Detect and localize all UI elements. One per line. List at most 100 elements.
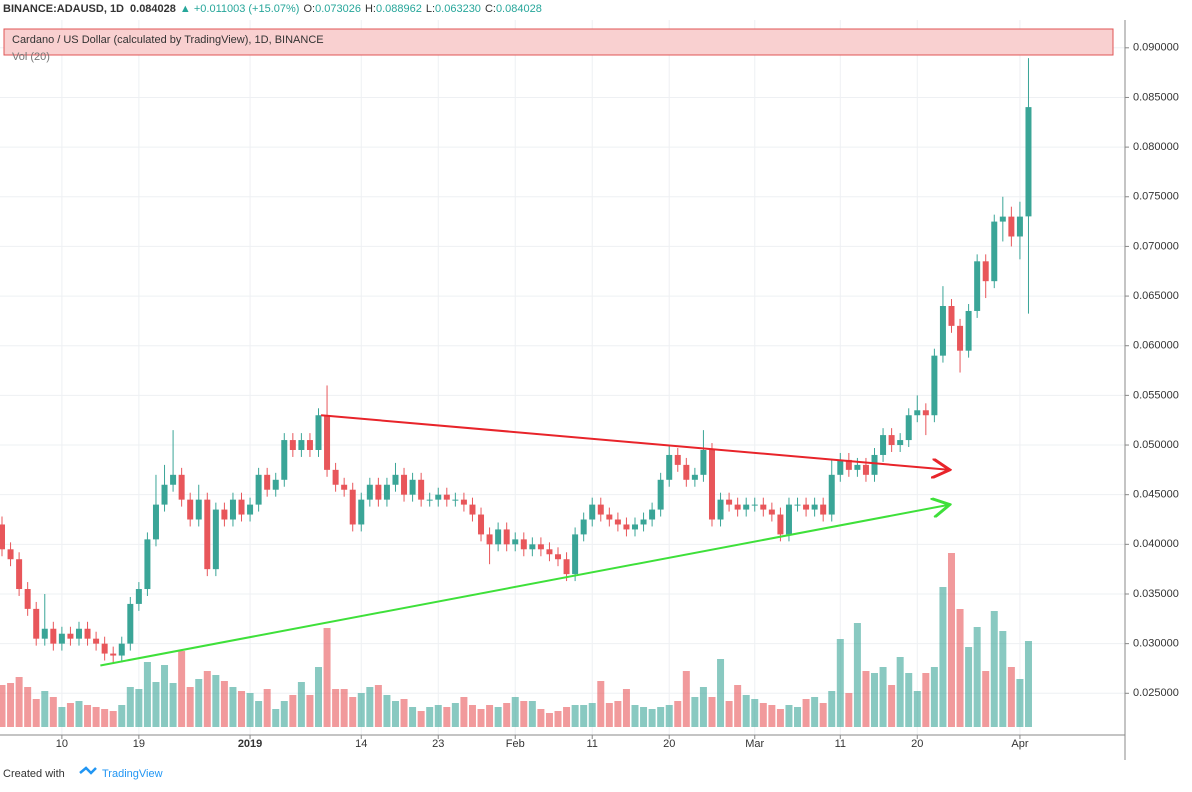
candle-body bbox=[178, 474, 185, 500]
y-tick-label: 0.070000 bbox=[1133, 240, 1179, 252]
candle-body bbox=[7, 549, 14, 560]
volume-bar bbox=[1007, 667, 1015, 727]
volume-bar bbox=[186, 687, 194, 727]
volume-bar bbox=[75, 701, 83, 727]
volume-bar bbox=[571, 705, 579, 727]
volume-bar bbox=[973, 627, 981, 727]
y-tick-label: 0.085000 bbox=[1133, 91, 1179, 103]
volume-bar bbox=[691, 697, 699, 727]
candle-body bbox=[512, 539, 519, 545]
volume-bar bbox=[631, 705, 639, 727]
candle-body bbox=[785, 504, 792, 535]
y-tick-label: 0.090000 bbox=[1133, 42, 1179, 54]
trend-line bbox=[100, 505, 949, 667]
volume-bar bbox=[297, 682, 305, 727]
volume-bar bbox=[289, 695, 297, 727]
candle-body bbox=[58, 633, 65, 644]
volume-bar bbox=[203, 671, 211, 727]
volume-bar bbox=[665, 705, 673, 727]
candle-body bbox=[845, 459, 852, 470]
candle-body bbox=[281, 440, 288, 480]
candle-body bbox=[572, 534, 579, 575]
volume-bar bbox=[169, 683, 177, 727]
footer-text: Created with bbox=[3, 768, 65, 780]
volume-bar bbox=[383, 695, 391, 727]
candle-body bbox=[469, 504, 476, 515]
volume-bar bbox=[494, 707, 502, 727]
x-tick-label: 14 bbox=[355, 738, 367, 750]
low-label: L: bbox=[426, 3, 435, 15]
volume-bar bbox=[143, 662, 151, 727]
volume-bar bbox=[725, 701, 733, 727]
volume-bar bbox=[246, 693, 254, 727]
candle-body bbox=[734, 504, 741, 510]
volume-bar bbox=[871, 673, 879, 727]
candle-body bbox=[580, 519, 587, 535]
footer-brand: TradingView bbox=[102, 768, 163, 780]
candle-body bbox=[221, 509, 228, 520]
change: ▲ +0.011003 (+15.07%) bbox=[180, 3, 300, 15]
candle-body bbox=[871, 454, 878, 475]
candle-body bbox=[760, 504, 767, 510]
volume-bar bbox=[657, 707, 665, 727]
candles bbox=[0, 58, 1032, 663]
y-tick-label: 0.060000 bbox=[1133, 340, 1179, 352]
volume-bar bbox=[982, 671, 990, 727]
volume-bar bbox=[118, 705, 126, 727]
candle-body bbox=[358, 499, 365, 525]
candle-body bbox=[229, 499, 236, 520]
high-value: 0.088962 bbox=[376, 3, 422, 15]
candle-body bbox=[606, 514, 613, 520]
candle-body bbox=[298, 440, 305, 450]
candle-body bbox=[161, 484, 168, 505]
candle-body bbox=[555, 554, 562, 560]
volume-bar bbox=[776, 709, 784, 727]
volume-bar bbox=[674, 701, 682, 727]
candle-body bbox=[751, 504, 758, 506]
candle-body bbox=[255, 474, 262, 505]
volume-bar bbox=[101, 709, 109, 727]
y-tick-label: 0.040000 bbox=[1133, 538, 1179, 550]
volume-bar bbox=[280, 701, 288, 727]
candle-body bbox=[957, 325, 964, 351]
candle-body bbox=[666, 454, 673, 480]
volume-bar bbox=[528, 701, 536, 727]
candle-body bbox=[974, 261, 981, 311]
candle-body bbox=[589, 504, 596, 520]
trend-line bbox=[320, 414, 950, 470]
symbol-header: BINANCE:ADAUSD, 1D 0.084028 ▲ +0.011003 (+… bbox=[3, 3, 542, 15]
candle-body bbox=[1008, 216, 1015, 237]
volume-bar bbox=[66, 703, 74, 727]
candle-body bbox=[349, 489, 356, 525]
volume-bar bbox=[451, 703, 459, 727]
volume-bar bbox=[58, 707, 66, 727]
x-tick-label: 11 bbox=[587, 738, 598, 750]
candle-body bbox=[862, 464, 869, 475]
candle-body bbox=[683, 464, 690, 480]
volume-bar bbox=[699, 687, 707, 727]
volume-bar bbox=[614, 701, 622, 727]
candle-body bbox=[204, 499, 211, 570]
volume-bar bbox=[819, 703, 827, 727]
volume-bar bbox=[537, 709, 545, 727]
candle-body bbox=[768, 509, 775, 515]
candle-body bbox=[922, 410, 929, 416]
candle-body bbox=[794, 504, 801, 506]
candle-body bbox=[905, 415, 912, 441]
candle-body bbox=[888, 435, 895, 446]
candle-body bbox=[478, 514, 485, 535]
x-tick-label: 11 bbox=[835, 738, 846, 750]
volume-bar bbox=[357, 693, 365, 727]
volume-bar bbox=[990, 611, 998, 727]
candle-body bbox=[991, 221, 998, 282]
volume-bar bbox=[109, 711, 117, 727]
volume-bar bbox=[922, 673, 930, 727]
volume-bar bbox=[511, 697, 519, 727]
x-tick-label: 2019 bbox=[238, 738, 262, 750]
candle-body bbox=[401, 474, 408, 495]
volume-bar bbox=[272, 709, 280, 727]
candle-body bbox=[238, 499, 245, 515]
candle-body bbox=[777, 514, 784, 535]
volume-bar bbox=[443, 707, 451, 727]
